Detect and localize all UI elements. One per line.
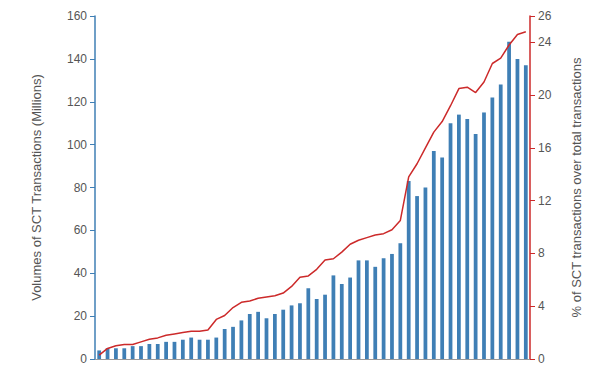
svg-text:140: 140 — [67, 52, 87, 66]
svg-text:20: 20 — [538, 88, 552, 102]
svg-text:24: 24 — [538, 35, 552, 49]
svg-text:0: 0 — [538, 352, 545, 366]
svg-text:100: 100 — [67, 138, 87, 152]
svg-text:40: 40 — [74, 266, 88, 280]
svg-text:12: 12 — [538, 194, 552, 208]
svg-text:0: 0 — [80, 352, 87, 366]
svg-text:26: 26 — [538, 9, 552, 23]
svg-text:% of SCT transactions over tot: % of SCT transactions over total transac… — [569, 57, 584, 317]
svg-text:4: 4 — [538, 299, 545, 313]
svg-text:60: 60 — [74, 223, 88, 237]
svg-text:16: 16 — [538, 141, 552, 155]
svg-text:160: 160 — [67, 9, 87, 23]
svg-text:Volumes of SCT Transactions (M: Volumes of SCT Transactions (Millions) — [29, 74, 44, 301]
svg-text:20: 20 — [74, 309, 88, 323]
svg-text:120: 120 — [67, 95, 87, 109]
svg-text:80: 80 — [74, 181, 88, 195]
svg-text:8: 8 — [538, 246, 545, 260]
